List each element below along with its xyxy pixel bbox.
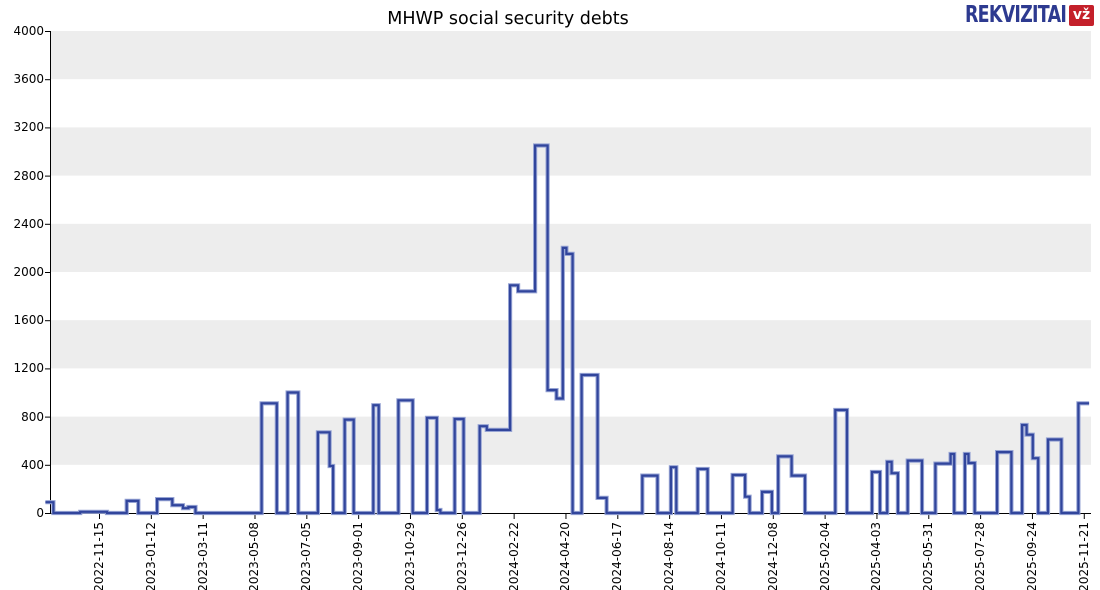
x-tick-label: 2023-10-29	[402, 522, 417, 590]
y-tick-label: 1600	[13, 313, 44, 328]
x-tick-label: 2022-11-15	[92, 522, 106, 590]
x-tick-label: 2024-10-11	[713, 522, 728, 590]
grid-band	[50, 31, 1091, 80]
grid-band	[50, 127, 1091, 176]
x-tick-label: 2023-07-05	[299, 522, 314, 590]
x-tick-label: 2024-12-08	[765, 522, 780, 590]
y-tick-label: 400	[21, 457, 44, 472]
x-tick-label: 2024-04-20	[558, 522, 573, 590]
debt-line	[45, 144, 1090, 515]
x-tick-label: 2024-02-22	[506, 522, 521, 590]
y-tick-label: 3200	[13, 120, 44, 135]
chart-title: MHWP social security debts	[387, 9, 629, 29]
x-tick-label: 2025-05-31	[921, 522, 936, 590]
x-tick-label: 2025-07-28	[973, 522, 988, 590]
y-tick-label: 2400	[13, 216, 44, 231]
x-tick-label: 2023-01-12	[143, 522, 158, 590]
x-tick-label: 2025-11-21	[1076, 522, 1091, 590]
x-tick-label: 2025-04-03	[869, 522, 884, 590]
x-tick-label: 2025-02-04	[817, 522, 832, 590]
x-tick-label: 2023-12-26	[454, 522, 469, 590]
x-tick-label: 2023-05-08	[247, 522, 262, 590]
x-tick-label: 2025-09-24	[1024, 522, 1039, 590]
y-tick-label: 3600	[13, 72, 44, 87]
y-tick-label: 800	[21, 409, 44, 424]
vz-badge: vž	[1069, 4, 1094, 26]
y-tick-label: 1200	[13, 361, 44, 376]
y-tick-label: 4000	[13, 24, 44, 38]
rekvizitai-logo[interactable]: REKVIZITAI vž	[933, 2, 1094, 28]
x-tick-label: 2024-06-17	[610, 522, 625, 590]
x-tick-label: 2024-08-14	[662, 522, 677, 590]
x-tick-label: 2023-09-01	[351, 522, 366, 590]
y-tick-label: 0	[36, 506, 44, 520]
y-tick-label: 2000	[13, 265, 44, 279]
x-tick-label: 2023-03-11	[195, 522, 210, 590]
rekvizitai-logo-text: REKVIZITAI	[964, 2, 1067, 28]
y-tick-label: 2800	[13, 168, 44, 183]
